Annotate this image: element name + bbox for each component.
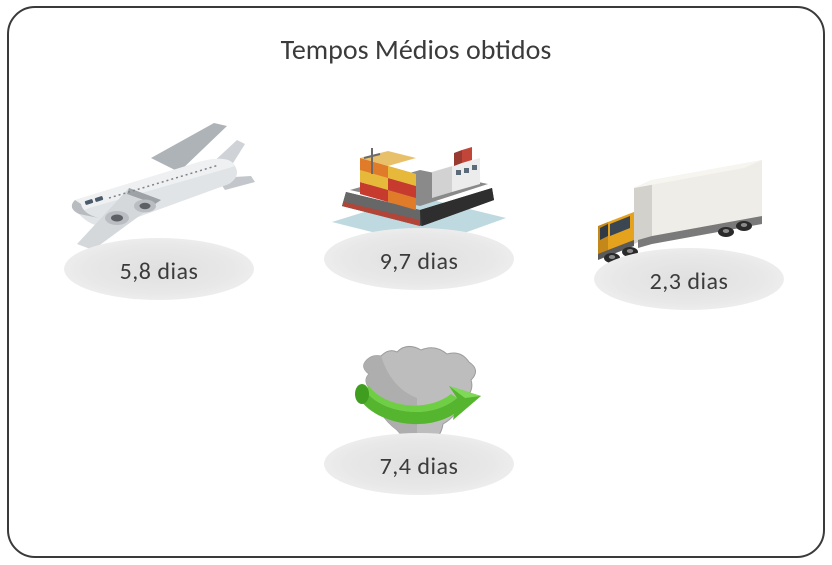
page-title: Tempos Médios obtidos — [9, 32, 823, 67]
metric-value: 2,3 dias — [594, 267, 784, 296]
airplane-icon — [49, 118, 269, 258]
shadow: 7,4 dias — [324, 433, 514, 495]
shadow: 9,7 dias — [324, 228, 514, 290]
metric-map: 7,4 dias — [309, 433, 529, 495]
metric-truck: 2,3 dias — [579, 248, 799, 310]
card-frame: Tempos Médios obtidos — [7, 6, 825, 558]
shadow: 5,8 dias — [64, 238, 254, 300]
metric-ship: 9,7 dias — [309, 228, 529, 290]
shadow: 2,3 dias — [594, 248, 784, 310]
metric-value: 7,4 dias — [324, 452, 514, 481]
metric-plane: 5,8 dias — [49, 238, 269, 300]
metric-value: 9,7 dias — [324, 247, 514, 276]
metric-value: 5,8 dias — [64, 257, 254, 286]
